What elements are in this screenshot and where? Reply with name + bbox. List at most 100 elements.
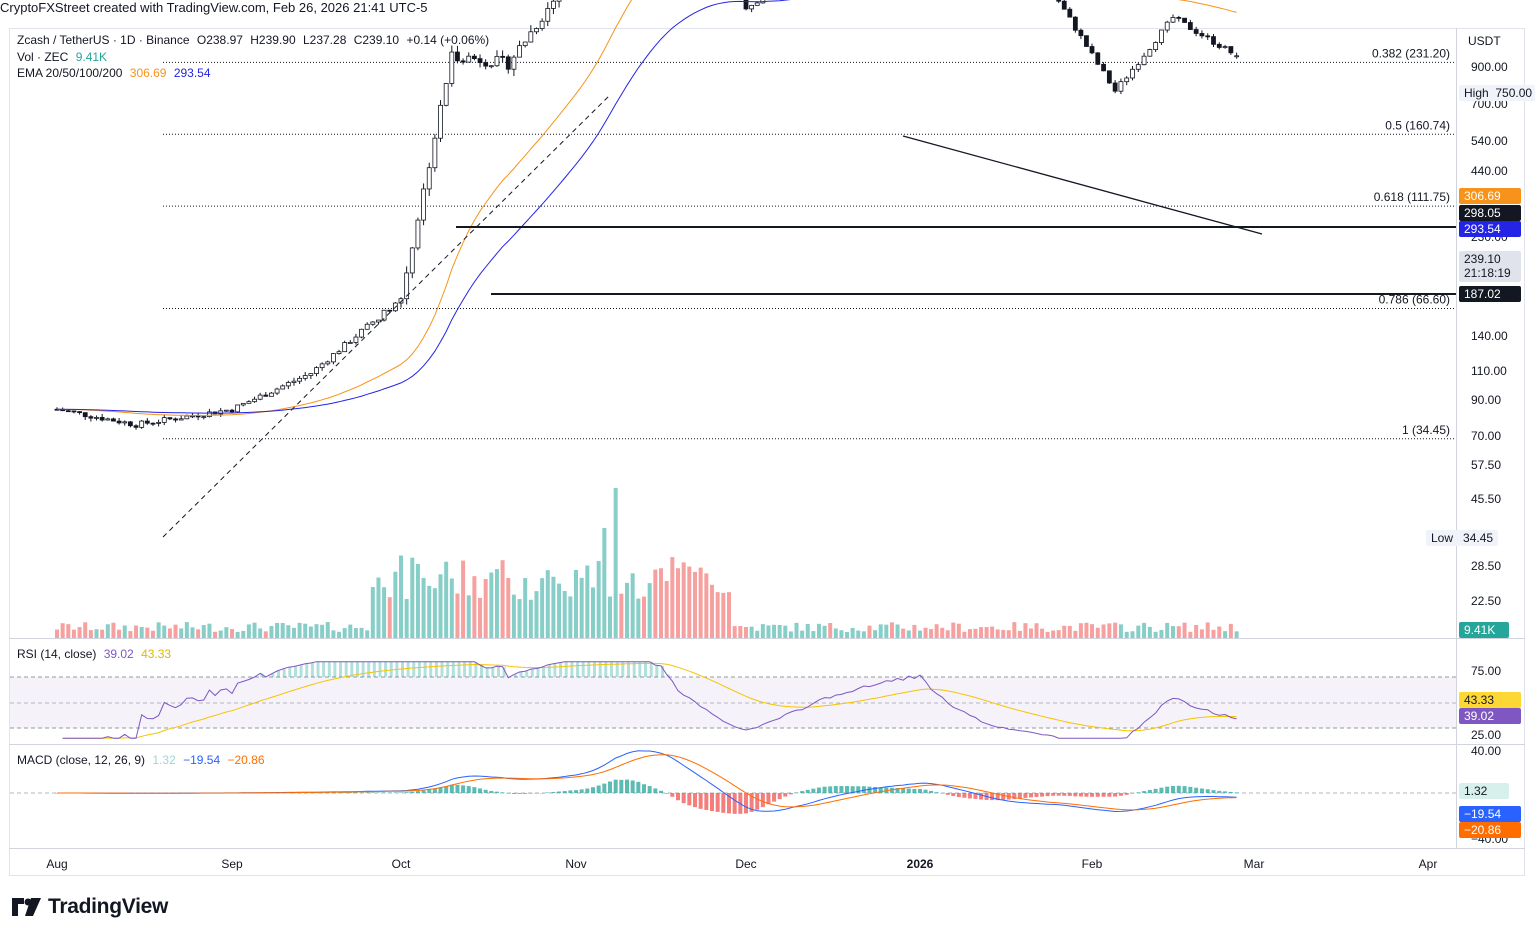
macd-hist-bar (1136, 792, 1141, 793)
macd-hist-bar (642, 784, 646, 793)
macd-hist-bar (337, 792, 342, 794)
macd-hist-bar (348, 792, 353, 794)
symbol-name[interactable]: Zcash / TetherUS · 1D · Binance (17, 33, 190, 47)
ema-orange-line (56, 0, 1237, 417)
volume-bar (788, 631, 793, 638)
fib-trend-line[interactable] (162, 93, 612, 538)
macd-hist-bar (839, 786, 844, 793)
candle-body (432, 137, 438, 169)
macd-hist-bar (376, 792, 381, 793)
volume-bar (811, 631, 816, 638)
macd-hist-bar (466, 786, 471, 793)
macd-line-value: −19.54 (183, 753, 221, 767)
macd-hist-bar (687, 793, 692, 806)
macd-hist-bar (749, 793, 754, 812)
pane-separator-macd[interactable] (9, 744, 1525, 745)
high-tag: High (1464, 86, 1489, 100)
candle-body (1141, 55, 1147, 66)
macd-hist-bar (1130, 793, 1135, 794)
macd-hist-bar (438, 787, 443, 793)
high-value: 750.00 (1495, 86, 1533, 100)
volume-bar (760, 624, 765, 638)
macd-legend[interactable]: MACD (close, 12, 26, 9) 1.32 −19.54 −20.… (17, 753, 269, 767)
macd-hist-bar (591, 787, 595, 793)
macd-hist-bar (557, 791, 562, 793)
candle-body (1095, 52, 1101, 65)
volume-bar (984, 627, 989, 638)
candle-body (133, 425, 139, 428)
candle-body (150, 422, 156, 425)
volume-bar (681, 562, 686, 638)
volume-legend[interactable]: Vol · ZEC 9.41K (17, 50, 111, 64)
volume-bar (744, 626, 748, 638)
time-axis-label: Mar (1244, 857, 1265, 871)
macd-hist-bar (777, 793, 782, 800)
volume-bar (66, 624, 71, 638)
volume-bar (738, 625, 743, 638)
macd-hist-value: 1.32 (152, 753, 176, 767)
volume-bar (410, 557, 415, 638)
volume-bar (1205, 622, 1210, 638)
downtrend-line[interactable] (902, 135, 1263, 235)
volume-bar (1073, 630, 1078, 638)
volume-bar (1217, 626, 1222, 638)
volume-bar (173, 624, 178, 638)
candle-body (342, 342, 348, 353)
macd-hist-bar (1199, 788, 1204, 793)
candle-body (743, 0, 749, 10)
candle-body (336, 351, 342, 355)
candle-body (1234, 55, 1240, 58)
candle-body (404, 272, 410, 300)
pane-separator-rsi[interactable] (9, 638, 1525, 639)
candle-body (528, 31, 534, 43)
volume-bar (472, 576, 477, 638)
volume-bar (438, 574, 443, 638)
ema-label: EMA 20/50/100/200 (17, 66, 123, 80)
candle-body (1056, 0, 1062, 2)
volume-bar (816, 623, 821, 638)
macd-hist-bar (878, 787, 883, 793)
volume-bar (828, 622, 833, 638)
macd-hist-bar (608, 781, 612, 793)
rsi-legend[interactable]: RSI (14, close) 39.02 43.33 (17, 647, 175, 661)
volume-bar (777, 624, 782, 638)
candle-body (1182, 17, 1187, 23)
macd-hist-bar (444, 786, 449, 793)
macd-hist-bar (308, 792, 313, 794)
macd-hist-bar (410, 791, 415, 793)
tradingview-logo[interactable]: TradingView (12, 895, 168, 919)
ema-orange-badge: 306.69 (1459, 188, 1521, 204)
macd-hist-bar (421, 790, 426, 793)
candle-body (201, 416, 207, 419)
rsi-label: RSI (14, close) (17, 647, 97, 661)
time-axis-label: Apr (1419, 857, 1438, 871)
volume-bar (483, 579, 488, 638)
volume-bar (867, 625, 872, 638)
volume-bar (1211, 629, 1216, 638)
chart-caption: CryptoFXStreet created with TradingView.… (0, 0, 428, 15)
currency-label[interactable]: USDT (1468, 34, 1501, 48)
candle-body (1078, 29, 1084, 37)
ema-legend[interactable]: EMA 20/50/100/200 306.69 293.54 (17, 66, 215, 80)
volume-bar (1090, 624, 1094, 638)
candle-body (105, 418, 111, 421)
fib-label-6: 1 (34.45) (1402, 423, 1450, 437)
ohlc-close: C239.10 (353, 33, 400, 47)
macd-hist-bar (449, 784, 454, 793)
macd-hist-bar (805, 789, 810, 793)
macd-hist-bar (432, 788, 437, 793)
volume-bar (918, 630, 922, 638)
macd-hist-bar (918, 788, 922, 793)
macd-hist-bar (895, 788, 900, 793)
time-axis[interactable]: Aug Sep Oct Nov Dec 2026 Feb Mar Apr (46, 857, 1437, 871)
volume-bar (263, 631, 268, 638)
volume-bar (348, 624, 353, 638)
price-axis-label: 900.00 (1471, 60, 1508, 74)
macd-hist-bar (359, 792, 364, 793)
macd-hist-bar (1090, 793, 1094, 797)
price-axis[interactable]: 900.00700.00540.00440.00230.00140.00110.… (1471, 60, 1508, 846)
macd-hist-bar (1171, 785, 1175, 793)
volume-bar (111, 622, 116, 638)
macd-histogram (55, 779, 1239, 814)
